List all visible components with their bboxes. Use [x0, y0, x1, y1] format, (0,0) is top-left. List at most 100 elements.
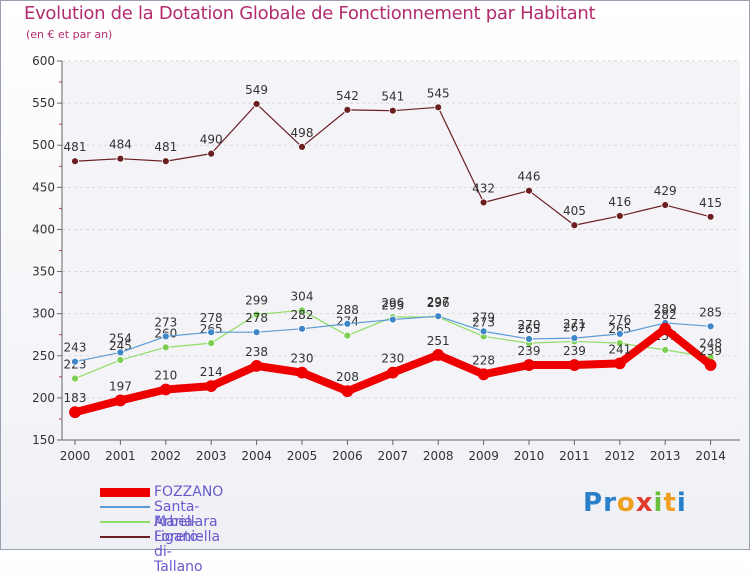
- data-label: 288: [336, 303, 359, 317]
- data-label: 183: [64, 391, 87, 405]
- data-label: 239: [699, 344, 722, 358]
- data-point: [250, 359, 263, 372]
- data-label: 299: [245, 294, 268, 308]
- legend-swatch: [100, 487, 150, 497]
- data-point: [296, 366, 308, 379]
- chart-title: Evolution de la Dotation Globale de Fonc…: [24, 3, 596, 24]
- data-point: [388, 106, 397, 115]
- data-point: [116, 356, 125, 364]
- data-point: [205, 380, 218, 392]
- data-point: [71, 357, 79, 366]
- legend-swatch: [100, 536, 150, 538]
- data-label: 293: [381, 299, 404, 313]
- data-label: 304: [291, 289, 314, 303]
- data-point: [298, 306, 306, 315]
- data-label: 541: [381, 90, 404, 104]
- x-tick-label: 2003: [196, 449, 227, 463]
- data-label: 289: [654, 302, 677, 316]
- y-tick-label: 150: [32, 433, 55, 447]
- data-label: 481: [64, 140, 87, 154]
- data-label: 248: [699, 336, 722, 350]
- x-tick-label: 2011: [559, 449, 590, 463]
- data-point: [386, 366, 399, 379]
- data-point: [161, 332, 170, 341]
- data-point: [341, 385, 354, 398]
- data-label: 279: [472, 310, 495, 324]
- x-tick-label: 2010: [514, 449, 545, 463]
- data-label: 210: [154, 368, 177, 382]
- data-label: 498: [291, 126, 314, 140]
- legend-swatch: [100, 506, 150, 508]
- data-point: [570, 334, 579, 342]
- data-point: [477, 368, 490, 381]
- data-label: 278: [245, 311, 268, 325]
- x-tick-label: 2014: [695, 449, 726, 463]
- x-tick-label: 2004: [241, 449, 272, 463]
- data-point: [114, 394, 127, 407]
- data-label: 273: [154, 315, 177, 329]
- data-point: [207, 328, 216, 337]
- y-tick-label: 400: [32, 222, 55, 236]
- x-tick-label: 2006: [332, 449, 363, 463]
- data-point: [615, 339, 624, 348]
- data-label: 296: [427, 296, 450, 310]
- logo-letter: r: [603, 488, 617, 518]
- data-label: 484: [109, 138, 132, 152]
- data-point: [71, 157, 79, 166]
- legend-label: Loreto-di-Tallano: [154, 529, 204, 575]
- data-point: [207, 339, 216, 348]
- data-point: [706, 212, 715, 221]
- data-label: 282: [291, 308, 314, 322]
- x-tick-label: 2005: [287, 449, 318, 463]
- legend-label: Santa-Maria-Figaniella: [154, 499, 221, 545]
- data-label: 297: [427, 295, 450, 309]
- y-tick-label: 500: [32, 138, 55, 152]
- data-point: [525, 335, 533, 343]
- data-label: 243: [64, 341, 87, 355]
- y-tick-label: 300: [32, 307, 55, 321]
- data-label: 276: [608, 313, 631, 327]
- data-point: [71, 374, 79, 383]
- logo-letter: t: [663, 488, 677, 518]
- y-tick-label: 600: [32, 54, 55, 68]
- data-point: [388, 315, 397, 324]
- data-label: 446: [518, 170, 541, 184]
- data-label: 197: [109, 379, 132, 393]
- data-label: 273: [472, 315, 495, 329]
- data-label: 239: [563, 344, 586, 358]
- data-point: [343, 331, 352, 340]
- data-point: [525, 186, 533, 195]
- data-label: 267: [563, 320, 586, 334]
- data-point: [343, 319, 352, 328]
- data-label: 271: [563, 317, 586, 331]
- y-tick-label: 450: [32, 180, 55, 194]
- data-label: 208: [336, 370, 359, 384]
- data-point: [252, 310, 261, 319]
- logo-letter: x: [635, 488, 654, 518]
- data-point: [252, 328, 261, 337]
- data-label: 230: [291, 352, 314, 366]
- data-point: [661, 201, 670, 209]
- data-label: 432: [472, 181, 495, 195]
- data-point: [116, 154, 125, 163]
- data-point: [116, 348, 125, 357]
- data-label: 545: [427, 86, 450, 100]
- x-tick-label: 2009: [468, 449, 499, 463]
- data-label: 285: [699, 305, 722, 319]
- data-label: 265: [518, 322, 541, 336]
- plot-area: [62, 61, 740, 440]
- x-tick-label: 2008: [423, 449, 454, 463]
- data-label: 230: [381, 352, 404, 366]
- x-tick-label: 2001: [105, 449, 136, 463]
- data-point: [343, 105, 352, 114]
- data-point: [434, 103, 443, 112]
- data-point: [523, 359, 535, 371]
- data-label: 214: [200, 365, 223, 379]
- data-label: 429: [654, 184, 677, 198]
- y-tick-label: 200: [32, 391, 55, 405]
- data-point: [613, 357, 626, 370]
- x-tick-label: 2012: [605, 449, 636, 463]
- logo-letter: i: [676, 488, 687, 518]
- logo-letter: i: [653, 488, 664, 518]
- data-point: [434, 312, 443, 321]
